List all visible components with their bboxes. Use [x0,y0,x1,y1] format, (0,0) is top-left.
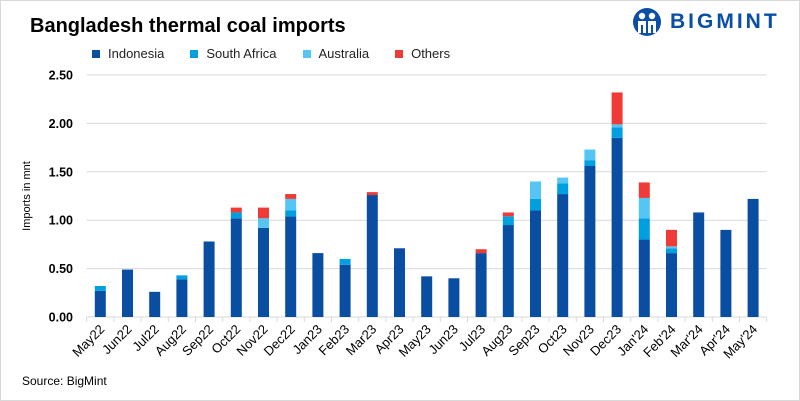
bar-indonesia [502,225,514,317]
y-axis-label: Imports in mnt [21,161,33,231]
bar-south-africa [230,212,242,219]
bar-others [258,207,269,219]
bigmint-logo: BIGMINT [632,7,780,37]
y-tick-label: 0.50 [49,262,73,276]
bar-others [230,207,242,213]
bigmint-people-icon [633,8,661,36]
bar-indonesia [203,241,215,317]
x-tick-label: Dec22 [261,322,298,359]
brand-name: BIGMINT [670,10,780,33]
source-note: Source: BigMint [22,374,107,388]
bar-australia [666,246,677,249]
bar-australia [530,181,541,199]
bar-others [475,249,487,254]
bar-indonesia [530,210,541,317]
bar-others [366,192,378,196]
bar-indonesia [747,198,759,317]
bar-indonesia [176,279,188,317]
x-tick-label: Jun22 [99,322,135,358]
legend: Indonesia South Africa Australia Others [92,46,450,61]
legend-item-south-africa: South Africa [190,46,277,61]
bar-indonesia [149,291,161,317]
bar-south-africa [530,198,541,211]
bar-indonesia [720,229,732,317]
legend-swatch [190,49,199,58]
legend-label: Others [411,46,451,61]
x-tick-label: Sep23 [505,322,542,359]
bar-indonesia [312,253,324,317]
bar-others [611,92,623,125]
legend-item-indonesia: Indonesia [92,46,164,61]
legend-item-australia: Australia [302,46,370,61]
bar-others [285,194,297,199]
y-tick-label: 1.50 [49,165,73,179]
bar-indonesia [94,290,106,317]
bar-indonesia [611,137,623,317]
bar-south-africa [666,248,677,254]
bar-indonesia [258,227,269,317]
bar-south-africa [502,216,514,226]
chart-title: Bangladesh thermal coal imports [30,15,346,37]
legend-swatch [302,49,311,58]
x-tick-label: Mar23 [343,322,380,359]
bar-indonesia [475,253,487,317]
legend-swatch [92,49,100,58]
bar-indonesia [693,212,705,317]
bar-south-africa [557,183,569,195]
bar-south-africa [611,127,623,138]
y-tick-label: 1.00 [49,214,73,228]
bar-indonesia [339,264,351,317]
bar-indonesia [584,165,596,317]
bar-indonesia [230,218,242,317]
bar-south-africa [176,275,188,280]
x-tick-label: May22 [69,322,107,360]
bar-indonesia [557,194,569,317]
bar-australia [258,218,269,228]
bar-australia [557,177,569,184]
bar-others [502,212,514,217]
bar-indonesia [285,216,297,317]
bar-australia [638,197,650,219]
legend-label: South Africa [206,46,277,61]
bar-indonesia [421,276,433,317]
y-tick-label: 0.00 [49,311,73,325]
bar-south-africa [584,160,596,166]
bar-indonesia [366,195,378,317]
x-tick-label: Jun23 [425,322,461,358]
bar-indonesia [122,269,133,317]
bar-others [666,229,677,247]
bar-indonesia [394,248,405,317]
legend-swatch [395,49,404,58]
bar-australia [584,149,596,161]
bar-south-africa [638,218,650,240]
bar-indonesia [448,278,460,317]
bar-south-africa [285,210,297,217]
bar-south-africa [94,286,106,291]
legend-label: Australia [318,46,370,61]
y-tick-label: 2.50 [49,69,73,83]
y-tick-label: 2.00 [49,117,73,131]
bar-indonesia [638,239,650,317]
bar-indonesia [666,253,677,317]
bar-south-africa [339,258,351,265]
bar-australia [611,124,623,128]
bar-australia [285,198,297,211]
bar-others [638,182,650,198]
x-tick-label: Sep22 [179,322,216,359]
legend-item-others: Others [395,46,450,61]
legend-label: Indonesia [108,46,165,61]
